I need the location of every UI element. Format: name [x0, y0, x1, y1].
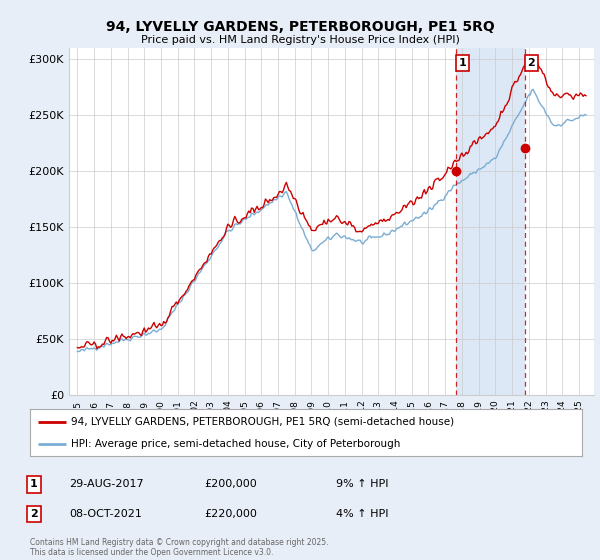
Text: 2: 2 — [30, 509, 38, 519]
Text: 29-AUG-2017: 29-AUG-2017 — [69, 479, 143, 489]
Text: £220,000: £220,000 — [204, 509, 257, 519]
Text: HPI: Average price, semi-detached house, City of Peterborough: HPI: Average price, semi-detached house,… — [71, 438, 401, 449]
Text: 4% ↑ HPI: 4% ↑ HPI — [336, 509, 389, 519]
Text: 9% ↑ HPI: 9% ↑ HPI — [336, 479, 389, 489]
Text: £200,000: £200,000 — [204, 479, 257, 489]
Text: 1: 1 — [30, 479, 38, 489]
Text: 08-OCT-2021: 08-OCT-2021 — [69, 509, 142, 519]
Bar — [456, 48, 525, 395]
Text: 94, LYVELLY GARDENS, PETERBOROUGH, PE1 5RQ: 94, LYVELLY GARDENS, PETERBOROUGH, PE1 5… — [106, 20, 494, 34]
Text: 1: 1 — [459, 58, 466, 68]
Text: 94, LYVELLY GARDENS, PETERBOROUGH, PE1 5RQ (semi-detached house): 94, LYVELLY GARDENS, PETERBOROUGH, PE1 5… — [71, 417, 455, 427]
Text: Price paid vs. HM Land Registry's House Price Index (HPI): Price paid vs. HM Land Registry's House … — [140, 35, 460, 45]
Text: Contains HM Land Registry data © Crown copyright and database right 2025.
This d: Contains HM Land Registry data © Crown c… — [30, 538, 329, 557]
Text: 2: 2 — [527, 58, 535, 68]
